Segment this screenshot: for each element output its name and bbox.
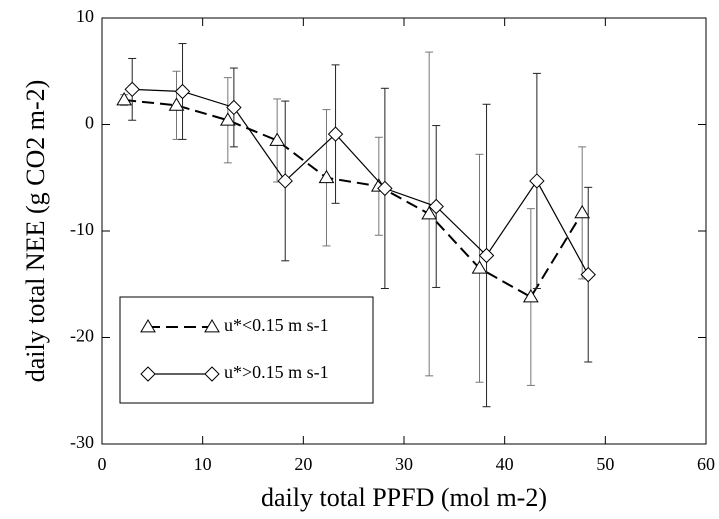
legend-marker bbox=[140, 319, 156, 333]
marker bbox=[377, 180, 393, 197]
marker bbox=[116, 92, 133, 106]
marker bbox=[471, 260, 488, 274]
marker bbox=[478, 247, 495, 264]
series-line bbox=[132, 88, 589, 275]
x-tick-label: 10 bbox=[194, 454, 212, 474]
marker bbox=[428, 198, 444, 215]
x-tick-label: 20 bbox=[294, 454, 312, 474]
marker bbox=[219, 112, 236, 126]
legend-marker bbox=[204, 319, 220, 333]
x-tick-label: 0 bbox=[98, 454, 107, 474]
x-tick-label: 50 bbox=[596, 454, 614, 474]
marker bbox=[168, 97, 185, 111]
marker bbox=[421, 205, 438, 220]
legend-label: u*>0.15 m s-1 bbox=[224, 362, 329, 382]
marker bbox=[226, 99, 242, 116]
x-tick-label: 30 bbox=[395, 454, 413, 474]
y-tick-label: -10 bbox=[70, 219, 94, 239]
marker bbox=[124, 81, 140, 98]
marker bbox=[327, 126, 344, 142]
y-tick-label: 10 bbox=[76, 6, 94, 26]
x-axis-label: daily total PPFD (mol m-2) bbox=[261, 483, 547, 512]
legend-marker bbox=[204, 366, 220, 382]
y-tick-label: 0 bbox=[85, 113, 94, 133]
x-tick-label: 60 bbox=[697, 454, 715, 474]
marker bbox=[277, 173, 293, 189]
x-tick-label: 40 bbox=[496, 454, 514, 474]
marker bbox=[580, 266, 596, 283]
marker bbox=[318, 169, 335, 184]
legend-box bbox=[119, 296, 374, 404]
marker bbox=[269, 132, 286, 146]
marker bbox=[529, 173, 545, 189]
marker bbox=[574, 204, 591, 219]
y-tick-label: -30 bbox=[70, 432, 94, 452]
legend-label: u*<0.15 m s-1 bbox=[224, 315, 329, 335]
y-axis-label: daily total NEE (g CO2 m-2) bbox=[21, 80, 50, 383]
y-tick-label: -20 bbox=[70, 326, 94, 346]
marker bbox=[174, 83, 191, 100]
marker bbox=[522, 289, 539, 303]
legend-marker bbox=[140, 366, 156, 382]
series-line bbox=[124, 99, 584, 299]
